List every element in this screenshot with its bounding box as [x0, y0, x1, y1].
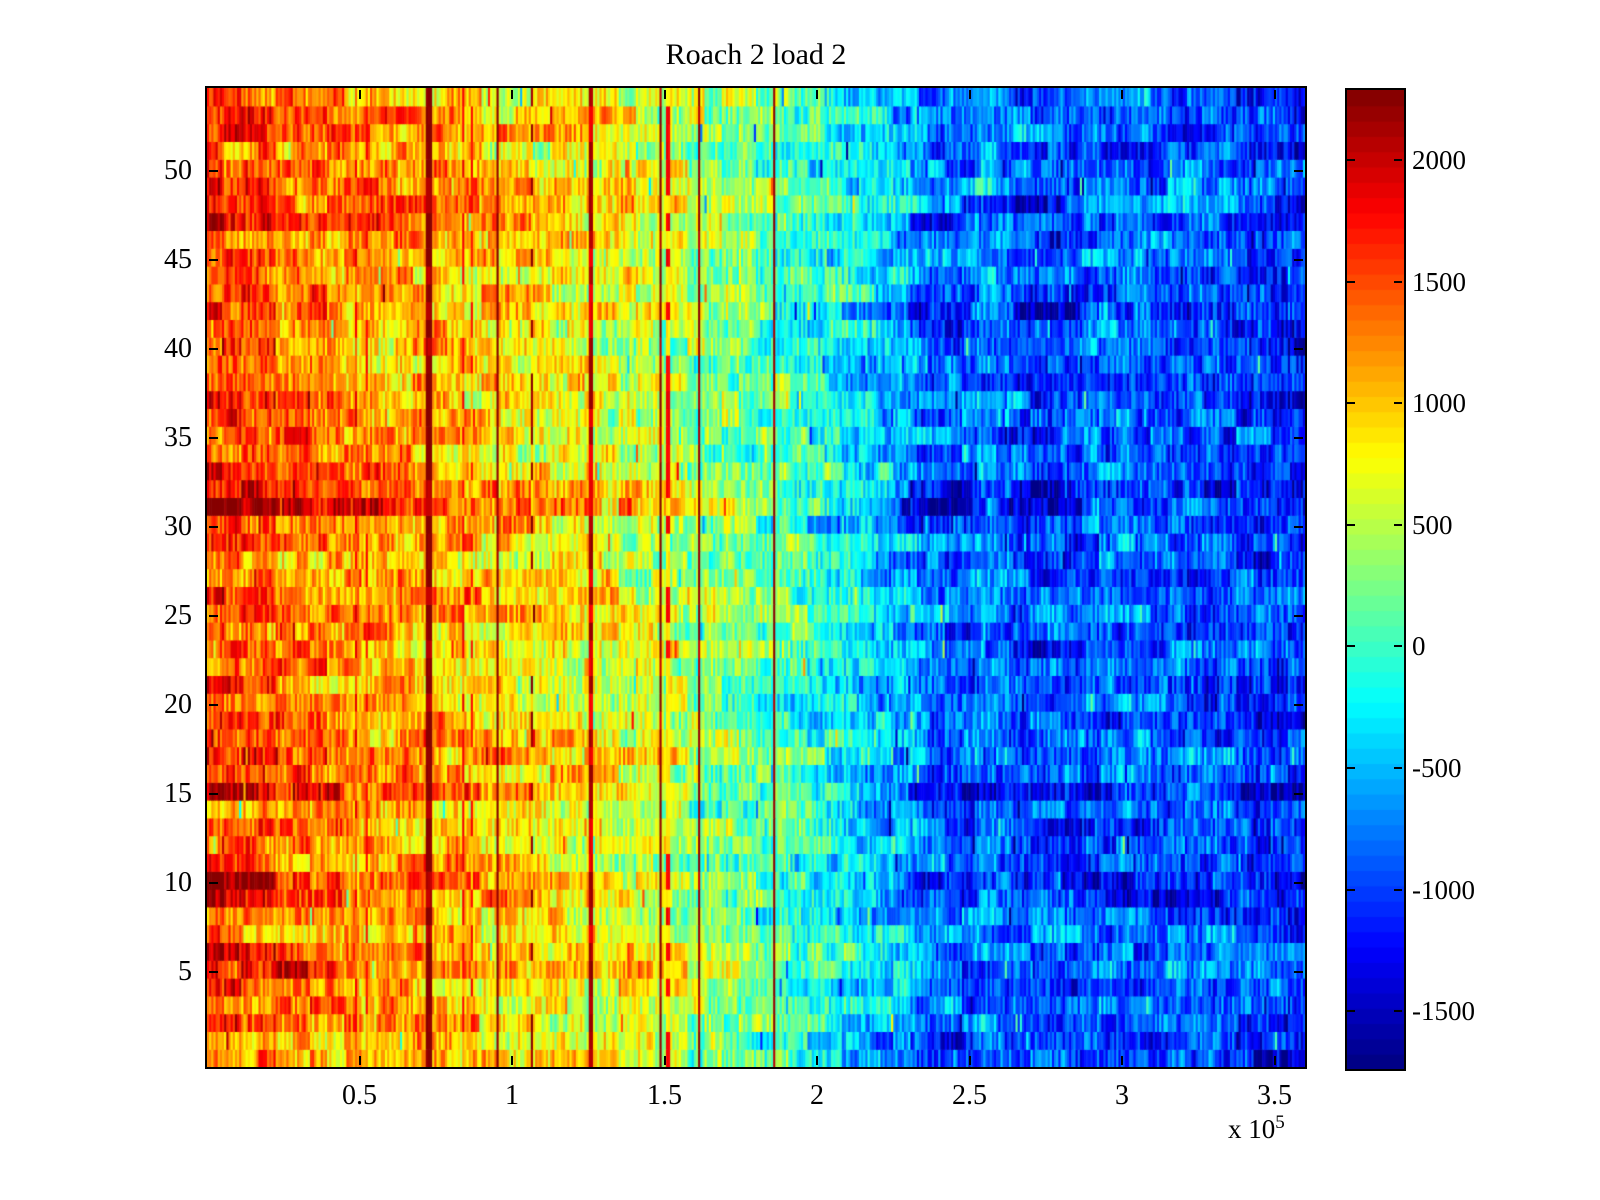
y-tick-mark: [209, 614, 218, 617]
colorbar-tick-label: -1500: [1412, 996, 1475, 1027]
y-tick-mark-right: [1294, 169, 1303, 172]
y-tick-mark: [209, 347, 218, 350]
colorbar-tick-label: 2000: [1412, 145, 1466, 176]
colorbar-tick-mark-right: [1394, 645, 1402, 648]
heatmap-plot-area: [205, 86, 1307, 1069]
x-tick-mark: [968, 1056, 971, 1065]
y-tick-mark-right: [1294, 258, 1303, 261]
y-tick-label: 20: [164, 688, 192, 720]
x-tick-label: 2.5: [952, 1080, 987, 1111]
x-tick-mark-top: [663, 90, 666, 99]
colorbar: [1345, 88, 1406, 1071]
colorbar-tick-mark-right: [1394, 159, 1402, 162]
colorbar-tick-mark: [1347, 1010, 1355, 1013]
y-tick-mark-right: [1294, 436, 1303, 439]
x-tick-mark-top: [1121, 90, 1123, 99]
y-tick-label: 10: [164, 866, 192, 898]
colorbar-tick-mark: [1347, 159, 1355, 162]
y-tick-label: 35: [164, 421, 192, 453]
colorbar-tick-mark-right: [1394, 402, 1402, 405]
colorbar-tick-label: 1000: [1412, 388, 1466, 419]
colorbar-tick-mark-right: [1394, 766, 1402, 769]
colorbar-tick-mark: [1347, 888, 1355, 891]
colorbar-tick-label: 1500: [1412, 266, 1466, 297]
y-tick-mark: [209, 436, 218, 439]
colorbar-tick-mark-right: [1394, 523, 1402, 526]
y-tick-mark-right: [1294, 703, 1303, 706]
x-tick-mark-top: [968, 90, 971, 99]
colorbar-tick-mark: [1347, 402, 1355, 405]
colorbar-tick-label: 0: [1412, 631, 1426, 662]
y-tick-mark: [209, 703, 218, 706]
y-tick-label: 40: [164, 332, 192, 364]
y-tick-mark-right: [1294, 881, 1303, 884]
colorbar-tick-mark: [1347, 523, 1355, 526]
y-tick-mark-right: [1294, 614, 1303, 617]
colorbar-canvas: [1347, 90, 1404, 1069]
y-tick-label: 45: [164, 243, 192, 275]
y-tick-label: 15: [164, 777, 192, 809]
x-tick-mark: [511, 1056, 513, 1065]
y-tick-mark: [209, 525, 218, 528]
y-tick-mark: [209, 881, 218, 884]
colorbar-tick-mark: [1347, 280, 1355, 283]
y-tick-mark: [209, 970, 218, 973]
colorbar-tick-mark-right: [1394, 280, 1402, 283]
x-tick-mark: [1121, 1056, 1123, 1065]
colorbar-tick-mark: [1347, 766, 1355, 769]
y-tick-label: 50: [164, 154, 192, 186]
y-tick-mark-right: [1294, 792, 1303, 795]
colorbar-tick-label: -500: [1412, 752, 1462, 783]
y-tick-mark: [209, 258, 218, 261]
y-tick-label: 25: [164, 599, 192, 631]
x-tick-mark-top: [358, 90, 361, 99]
x-tick-label: 0.5: [342, 1080, 377, 1111]
x-exponent-power: 5: [1275, 1112, 1285, 1133]
colorbar-tick-label: 500: [1412, 509, 1453, 540]
x-tick-mark: [663, 1056, 666, 1065]
x-tick-mark: [358, 1056, 361, 1065]
x-tick-mark-top: [816, 90, 818, 99]
y-tick-mark-right: [1294, 347, 1303, 350]
x-axis-exponent-label: x 105: [1228, 1112, 1328, 1146]
x-tick-label: 3: [1115, 1080, 1129, 1111]
y-tick-mark-right: [1294, 525, 1303, 528]
x-exponent-prefix: x 10: [1228, 1114, 1276, 1144]
x-tick-mark-top: [1273, 90, 1276, 99]
y-tick-mark: [209, 169, 218, 172]
heatmap-canvas: [207, 88, 1305, 1067]
colorbar-tick-mark-right: [1394, 1010, 1402, 1013]
x-tick-mark-top: [511, 90, 513, 99]
x-tick-label: 1.5: [647, 1080, 682, 1111]
colorbar-tick-mark-right: [1394, 888, 1402, 891]
x-tick-mark: [816, 1056, 818, 1065]
colorbar-tick-mark: [1347, 645, 1355, 648]
y-tick-mark-right: [1294, 970, 1303, 973]
plot-title: Roach 2 load 2: [665, 38, 847, 71]
x-tick-label: 2: [810, 1080, 824, 1111]
y-tick-label: 30: [164, 510, 192, 542]
x-tick-label: 3.5: [1257, 1080, 1292, 1111]
colorbar-tick-label: -1000: [1412, 874, 1475, 905]
y-tick-label: 5: [178, 955, 192, 987]
x-tick-mark: [1273, 1056, 1276, 1065]
x-tick-label: 1: [505, 1080, 519, 1111]
y-tick-mark: [209, 792, 218, 795]
